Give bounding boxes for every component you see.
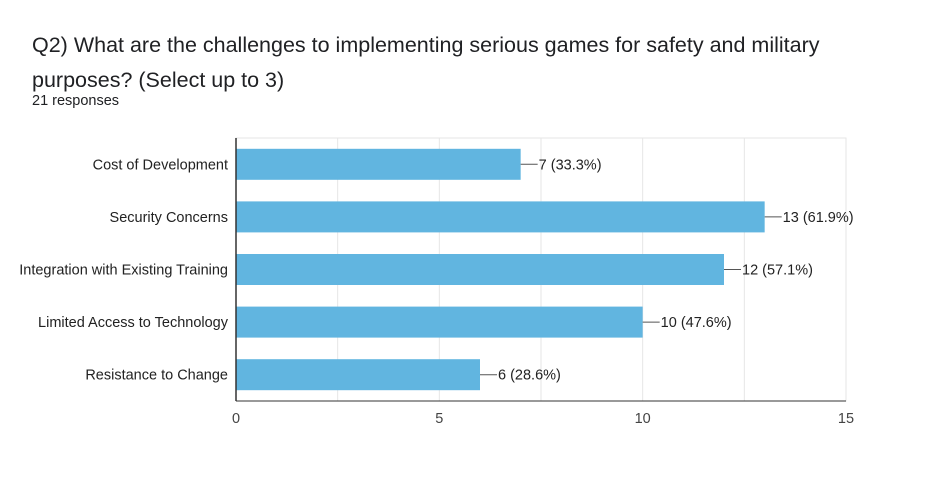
category-label-0: Cost of Development (93, 157, 228, 173)
x-tick-label-10: 10 (635, 411, 651, 427)
data-label-1: 13 (61.9%) (783, 210, 854, 226)
data-label-4: 6 (28.6%) (498, 368, 561, 384)
response-count: 21 responses (32, 93, 120, 109)
bar-4[interactable] (236, 359, 480, 391)
x-tick-label-0: 0 (232, 411, 240, 427)
category-label-2: Integration with Existing Training (19, 263, 228, 279)
bar-0[interactable] (236, 148, 521, 180)
category-label-4: Resistance to Change (85, 368, 228, 384)
data-label-0: 7 (33.3%) (539, 157, 602, 173)
x-tick-label-5: 5 (435, 411, 443, 427)
category-label-1: Security Concerns (110, 210, 228, 226)
category-label-3: Limited Access to Technology (38, 315, 229, 331)
question-title: Q2) What are the challenges to implement… (32, 33, 820, 92)
bar-3[interactable] (236, 306, 643, 338)
x-tick-label-15: 15 (838, 411, 854, 427)
bar-1[interactable] (236, 201, 765, 233)
bar-2[interactable] (236, 254, 724, 285)
data-label-2: 12 (57.1%) (742, 263, 813, 279)
data-label-3: 10 (47.6%) (661, 315, 732, 331)
